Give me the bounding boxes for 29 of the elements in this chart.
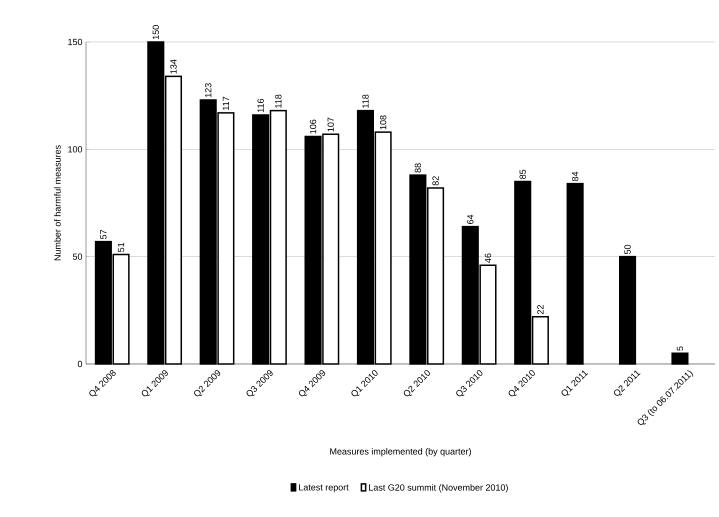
data-label: 46 (484, 253, 492, 263)
data-label: 5 (676, 346, 684, 351)
y-tick-label: 0 (78, 360, 82, 368)
data-label: 106 (310, 120, 316, 134)
y-tick-label: 50 (72, 253, 82, 260)
data-label: 116 (257, 98, 264, 112)
data-label: 134 (170, 59, 177, 74)
data-label: 51 (118, 242, 124, 252)
data-label: 88 (414, 163, 422, 172)
legend-label: Last G20 summit (November 2010) (369, 484, 508, 492)
data-label: 150 (152, 25, 159, 40)
data-label: 50 (624, 244, 631, 254)
data-label: 57 (100, 230, 107, 240)
y-tick-label: 100 (68, 146, 82, 152)
legend-label: Latest report (299, 484, 349, 492)
data-label: 123 (205, 83, 212, 98)
data-label: 84 (572, 172, 578, 182)
data-label: 85 (520, 170, 526, 179)
data-label: 64 (467, 214, 474, 224)
y-tick-label: 150 (68, 38, 82, 46)
y-axis-title: Number of harmful measures (54, 145, 61, 260)
data-label: 82 (432, 176, 439, 186)
x-axis-title: Measures implemented (by quarter) (330, 448, 471, 456)
data-label: 107 (328, 118, 334, 132)
data-label: 117 (222, 96, 229, 110)
data-label: 108 (380, 115, 386, 130)
data-label: 118 (362, 94, 369, 108)
data-label: 118 (275, 94, 282, 108)
data-label: 22 (537, 305, 544, 314)
